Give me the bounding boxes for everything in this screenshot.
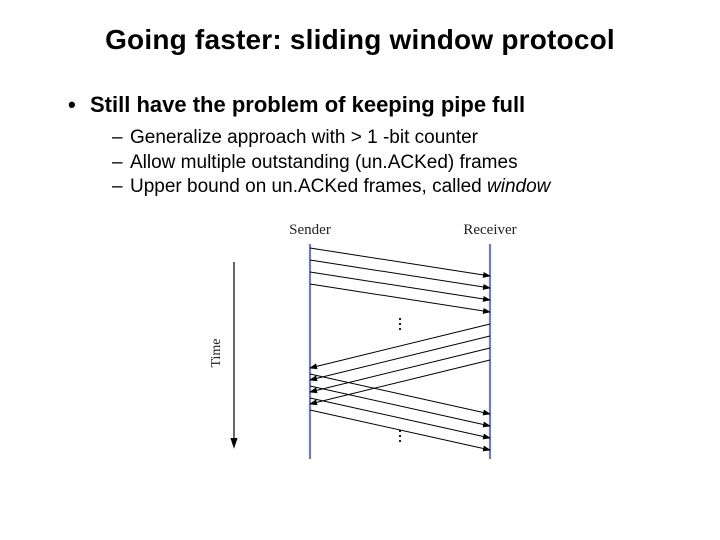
sub-bullet-2-italic: window xyxy=(487,176,550,197)
slide-title: Going faster: sliding window protocol xyxy=(58,24,662,56)
sliding-window-diagram: Sender Receiver Time xyxy=(170,214,550,459)
svg-text:Sender: Sender xyxy=(289,222,331,238)
sub-bullet-2: Upper bound on un.ACKed frames, called xyxy=(130,176,487,197)
bullet-level-2: –Generalize approach with > 1 -bit count… xyxy=(112,126,662,151)
bullet-dash: – xyxy=(112,175,130,200)
svg-text:Time: Time xyxy=(209,339,224,368)
bullet-main-text: Still have the problem of keeping pipe f… xyxy=(90,92,525,117)
bullet-dash: – xyxy=(112,126,130,151)
bullet-dot: • xyxy=(68,92,90,118)
sub-bullet-1: Allow multiple outstanding (un.ACKed) fr… xyxy=(130,152,518,173)
bullet-level-2: –Allow multiple outstanding (un.ACKed) f… xyxy=(112,151,662,176)
svg-text:Receiver: Receiver xyxy=(463,222,516,238)
bullet-level-2: –Upper bound on un.ACKed frames, called … xyxy=(112,175,662,200)
bullet-dash: – xyxy=(112,151,130,176)
bullet-level-1: •Still have the problem of keeping pipe … xyxy=(68,92,662,118)
sub-bullet-0: Generalize approach with > 1 -bit counte… xyxy=(130,127,478,148)
